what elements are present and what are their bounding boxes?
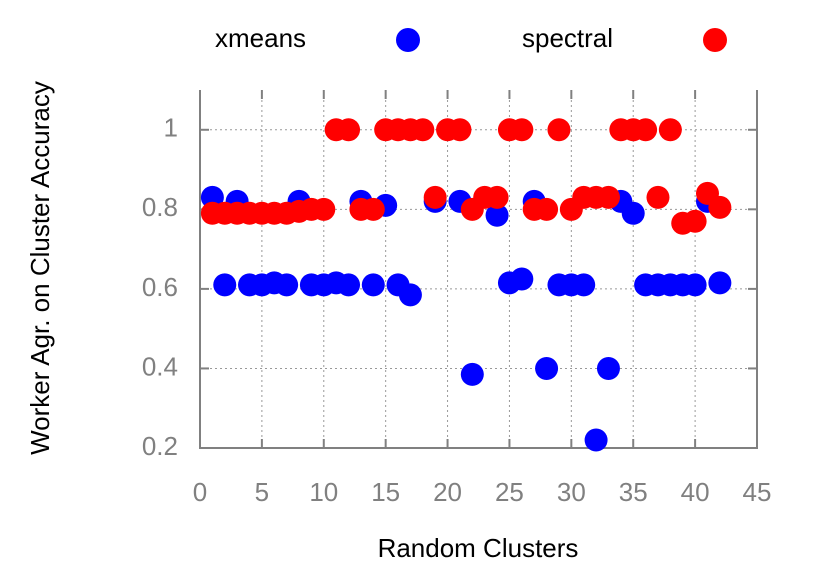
x-tick-label: 15 [371,477,400,507]
x-tick-label: 5 [255,477,269,507]
x-tick-label: 10 [309,477,338,507]
scatter-point [337,273,361,297]
scatter-point [708,271,732,295]
scatter-point [634,118,658,142]
scatter-point [596,356,620,380]
scatter-point [361,273,385,297]
scatter-point [658,118,682,142]
scatter-point [213,273,237,297]
x-tick-label: 25 [495,477,524,507]
scatter-point [646,185,670,209]
scatter-point [547,118,571,142]
axis-frame [199,90,758,449]
x-tick-label: 35 [619,477,648,507]
x-tick-label: 20 [433,477,462,507]
scatter-point [510,267,534,291]
legend-label: xmeans [215,23,306,53]
scatter-point [584,428,608,452]
scatter-point [312,197,336,221]
scatter-point [275,273,299,297]
x-tick-label: 40 [681,477,710,507]
y-tick-label: 1 [164,113,178,143]
scatter-point [411,118,435,142]
scatter-point [683,209,707,233]
scatter-point [460,362,484,386]
x-axis-label: Random Clusters [378,533,579,563]
scatter-point [621,201,645,225]
scatter-point [510,118,534,142]
legend-label: spectral [522,23,613,53]
x-tick-label: 45 [743,477,772,507]
y-axis-label: Worker Agr. on Cluster Accuracy [25,81,55,455]
scatter-point [572,273,596,297]
x-tick-label: 0 [193,477,207,507]
scatter-point [596,185,620,209]
scatter-point [485,185,509,209]
x-tick-label: 30 [557,477,586,507]
y-tick-label: 0.4 [142,351,178,381]
scatter-point [423,185,447,209]
y-tick-label: 0.8 [142,192,178,222]
scatter-point [200,185,224,209]
scatter-point [361,197,385,221]
scatter-point [708,195,732,219]
scatter-point [485,203,509,227]
scatter-point [535,197,559,221]
legend-swatch [396,28,420,52]
scatter-point [398,283,422,307]
scatter-point [683,273,707,297]
scatter-point [337,118,361,142]
legend-swatch [703,28,727,52]
scatter-point [535,356,559,380]
y-tick-label: 0.6 [142,272,178,302]
scatter-point [448,118,472,142]
y-tick-label: 0.2 [142,431,178,461]
